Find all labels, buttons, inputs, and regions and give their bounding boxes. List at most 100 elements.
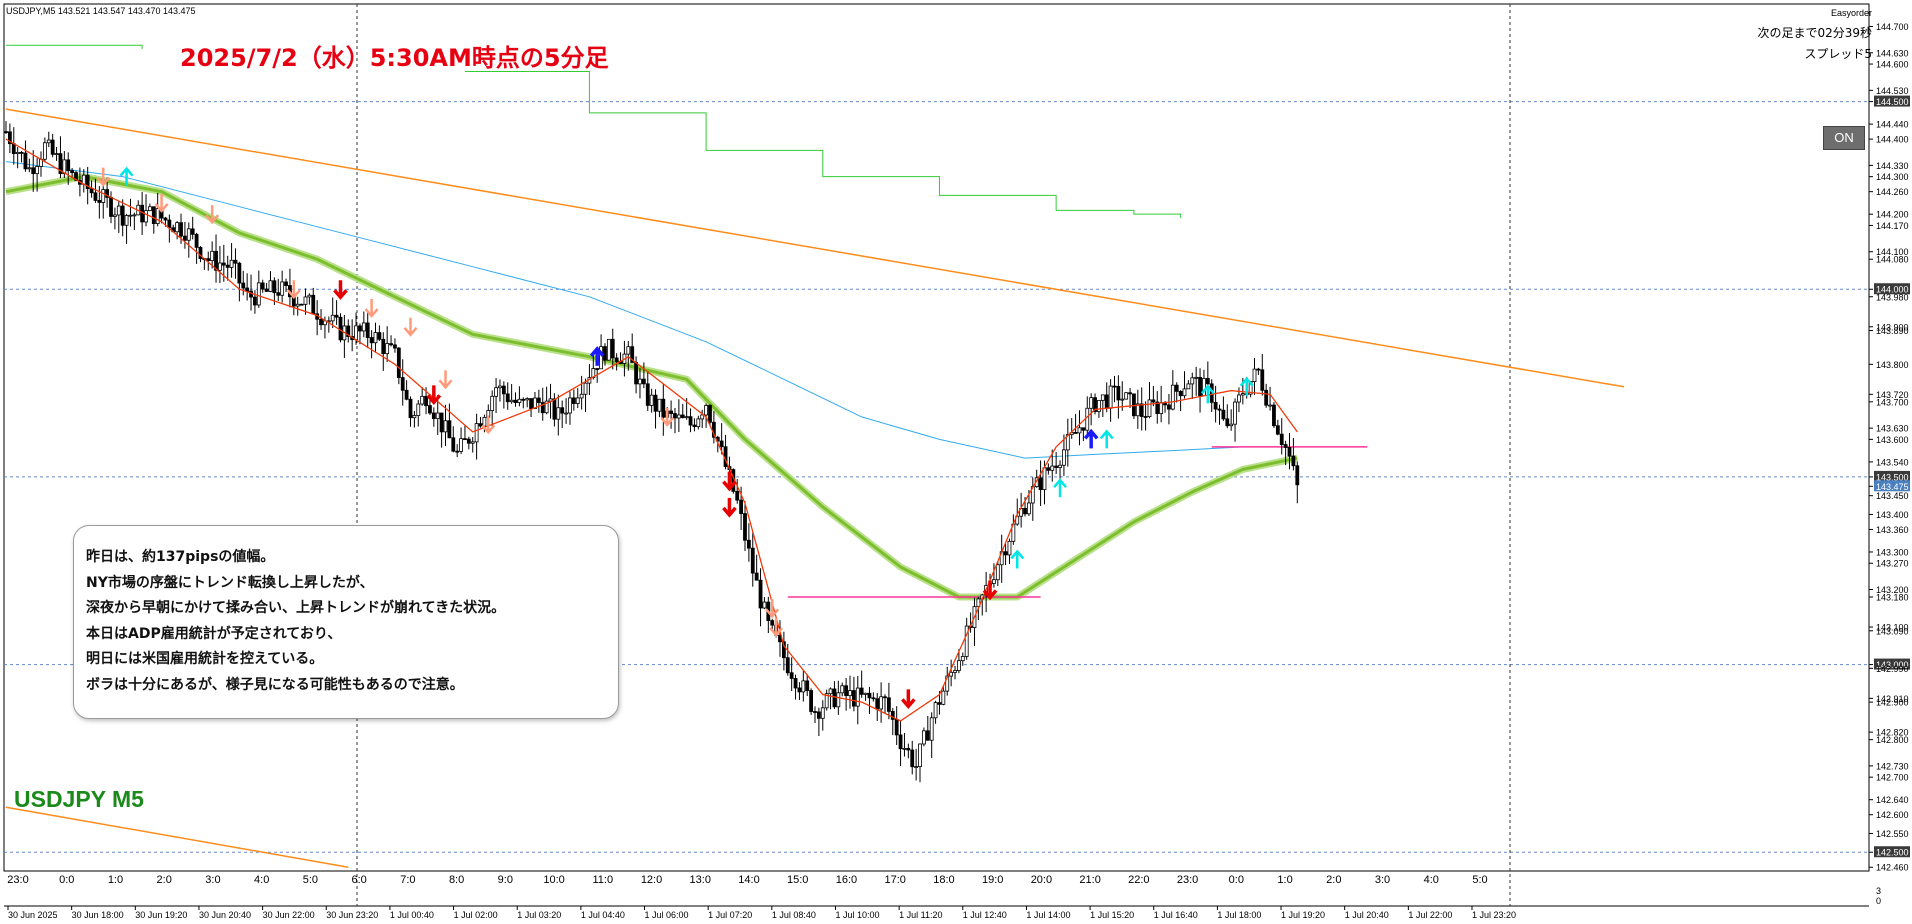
candle-body (750, 547, 755, 574)
price-tick-label: 144.500 (1876, 97, 1909, 107)
candle-body (144, 210, 148, 223)
candle-body (124, 215, 129, 226)
on-toggle-button[interactable]: ON (1823, 126, 1865, 150)
candle-body (474, 423, 479, 443)
candle-body (1291, 455, 1296, 467)
candle-body (851, 690, 856, 707)
candle-body (925, 730, 930, 741)
candle-body (645, 383, 650, 406)
candle-body (1268, 404, 1272, 407)
candle-body (1077, 427, 1082, 434)
candle-body (101, 189, 106, 203)
hour-label: 12:0 (641, 874, 662, 886)
candle-body (1015, 515, 1020, 525)
plot-frame (3, 3, 1870, 872)
price-tick-label: 144.600 (1876, 60, 1909, 70)
candle-body (1198, 376, 1202, 397)
price-tick-label: 143.540 (1876, 457, 1909, 467)
price-tick-label: 143.630 (1876, 424, 1909, 434)
candle-body (128, 214, 133, 217)
price-tick-label: 143.980 (1876, 292, 1909, 302)
candle-body (1237, 394, 1241, 403)
candle-body (614, 357, 619, 363)
price-tick-label: 144.630 (1876, 48, 1909, 58)
price-tick-label: 143.500 (1876, 472, 1909, 482)
price-tick-label: 144.330 (1876, 161, 1909, 171)
candle-body (704, 405, 708, 416)
candle-body (175, 222, 180, 233)
symbol-label: USDJPY M5 (14, 786, 144, 812)
candle-body (641, 378, 646, 385)
hour-label: 7:0 (400, 874, 415, 886)
candle-body (525, 398, 530, 401)
hour-label: 0:0 (59, 874, 74, 886)
hour-label: 18:0 (933, 874, 954, 886)
candle-body (746, 539, 751, 549)
sell-signal-arrow (660, 407, 675, 427)
candle-body (4, 131, 8, 134)
candle-body (89, 188, 94, 194)
candle-body (1139, 403, 1144, 417)
price-tick-label: 144.200 (1876, 210, 1909, 220)
candle-body (186, 228, 191, 241)
candle-body (719, 440, 724, 448)
candle-body (1046, 467, 1051, 471)
candle-body (688, 416, 693, 426)
candle-body (385, 343, 390, 355)
price-tick-label: 144.000 (1876, 285, 1909, 295)
candle-body (23, 152, 28, 170)
price-tick-label: 143.200 (1876, 585, 1909, 595)
candle-body (284, 281, 288, 286)
sell-signal-arrow (901, 689, 916, 710)
comment-line: 昨日は、約137pipsの値幅。 (86, 549, 275, 565)
candle-body (793, 678, 798, 689)
candle-body (163, 217, 168, 221)
candle-body (424, 395, 428, 406)
sell-signal-arrow (426, 385, 442, 406)
sell-signal-arrow (286, 280, 301, 300)
buy-signal-arrow (1010, 549, 1025, 569)
hour-label: 20:0 (1031, 874, 1052, 886)
candle-body (700, 414, 705, 420)
candle-body (206, 258, 211, 261)
candle-body (1252, 368, 1257, 383)
candle-body (501, 385, 506, 395)
candle-body (824, 693, 829, 709)
candle-body (513, 399, 518, 403)
candle-body (832, 688, 837, 708)
candle-body (210, 250, 215, 261)
candle-body (377, 332, 382, 340)
hour-label: 15:0 (787, 874, 808, 886)
price-tick-label: 144.700 (1876, 22, 1909, 32)
candle-body (389, 343, 393, 346)
hour-label: 21:0 (1079, 874, 1100, 886)
candle-body (494, 387, 498, 397)
date-label: 1 Jul 11:20 (899, 910, 942, 919)
candle-body (1132, 393, 1136, 417)
candle-body (517, 398, 522, 403)
candle-body (875, 698, 880, 710)
candle-body (661, 398, 666, 418)
candle-body (412, 415, 417, 419)
candle-body (338, 316, 343, 341)
candle-body (7, 131, 12, 145)
candle-body (140, 204, 145, 223)
candle-body (451, 437, 456, 452)
candle-body (1007, 540, 1012, 556)
candle-body (785, 657, 790, 674)
candle-body (1128, 392, 1132, 395)
candle-body (381, 338, 386, 355)
candle-body (867, 692, 872, 699)
price-tick-label: 144.100 (1876, 247, 1909, 257)
date-label: 1 Jul 12:40 (963, 910, 1007, 919)
candle-body (470, 441, 475, 444)
hour-label: 10:0 (543, 874, 564, 886)
candle-body (894, 718, 899, 736)
candle-body (15, 151, 20, 155)
candle-body (218, 262, 222, 271)
candle-body (1260, 369, 1265, 391)
date-label: 1 Jul 07:20 (708, 910, 752, 919)
date-label: 30 Jun 2025 (8, 910, 58, 919)
hour-label: 3:0 (1375, 874, 1390, 886)
candle-body (1182, 388, 1187, 397)
